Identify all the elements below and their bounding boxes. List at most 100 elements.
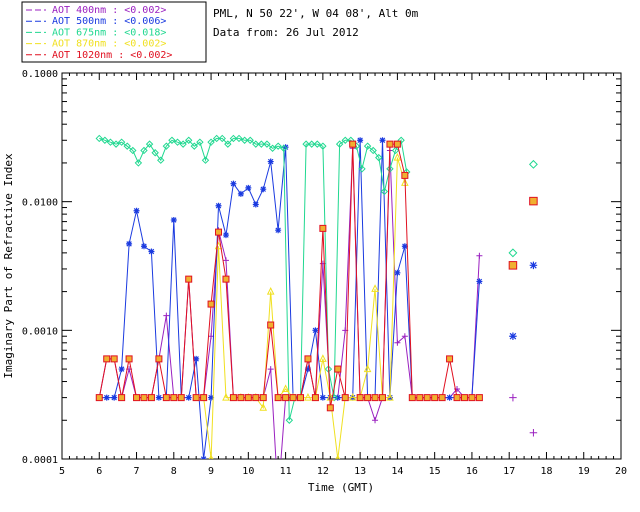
series-line — [99, 137, 408, 421]
diamond-marker — [508, 248, 518, 258]
square-marker — [326, 404, 334, 412]
diamond-marker — [212, 134, 221, 143]
square-marker — [334, 365, 342, 373]
diamond-marker — [375, 153, 383, 162]
triangle-marker — [281, 384, 290, 392]
square-marker — [147, 394, 155, 402]
x-tick-label: 5 — [59, 466, 65, 477]
asterisk-marker — [140, 243, 147, 250]
plus-marker — [529, 428, 538, 437]
square-marker — [282, 394, 290, 402]
square-marker — [237, 394, 245, 402]
diamond-marker — [168, 136, 176, 144]
asterisk-marker — [260, 186, 267, 193]
triangle-marker — [335, 454, 341, 459]
x-tick-label: 8 — [171, 466, 177, 477]
x-axis-label: Time (GMT) — [308, 481, 374, 494]
x-tick-label: 6 — [96, 466, 102, 477]
diamond-marker — [117, 138, 126, 146]
asterisk-marker — [118, 366, 125, 373]
triangle-marker — [363, 364, 372, 373]
square-marker — [364, 394, 372, 402]
diamond-marker — [528, 159, 538, 169]
diamond-marker — [196, 138, 204, 146]
asterisk-marker — [237, 190, 244, 197]
asterisk-marker — [304, 366, 311, 373]
asterisk-marker — [509, 332, 517, 340]
diamond-marker — [173, 138, 182, 146]
x-tick-label: 19 — [578, 466, 590, 477]
legend-label: AOT 500nm : <0.006> — [52, 16, 166, 27]
diamond-marker — [268, 144, 277, 152]
square-marker — [155, 355, 163, 363]
legend-label: AOT 1020nm : <0.002> — [52, 50, 172, 61]
plus-marker — [476, 252, 483, 259]
asterisk-marker — [476, 278, 483, 285]
asterisk-marker — [126, 240, 133, 247]
square-marker — [162, 394, 170, 402]
square-marker — [446, 355, 454, 363]
square-marker — [311, 394, 319, 402]
diamond-marker — [201, 156, 210, 164]
square-marker — [319, 224, 327, 232]
asterisk-marker — [222, 232, 229, 239]
diamond-marker — [319, 142, 327, 150]
diamond-marker — [207, 138, 215, 146]
diamond-marker — [263, 140, 271, 148]
asterisk-marker — [267, 158, 274, 165]
diamond-marker — [95, 134, 103, 143]
square-marker — [215, 228, 223, 236]
diamond-marker — [224, 140, 232, 148]
x-tick-label: 16 — [466, 466, 478, 477]
diamond-marker — [112, 140, 120, 148]
square-marker — [386, 140, 394, 148]
x-tick-label: 14 — [391, 466, 403, 477]
square-marker — [95, 394, 103, 402]
diamond-marker — [145, 140, 154, 148]
diamond-marker — [341, 136, 349, 144]
square-marker — [170, 394, 178, 402]
square-marker — [289, 394, 297, 402]
diamond-marker — [101, 136, 109, 144]
series-4 — [95, 140, 538, 412]
diamond-marker — [157, 156, 165, 164]
diamond-marker — [134, 159, 143, 167]
square-marker — [356, 394, 364, 402]
square-marker — [401, 171, 409, 179]
diamond-marker — [391, 146, 400, 155]
diamond-marker — [369, 146, 377, 155]
diamond-marker — [280, 144, 288, 152]
square-marker — [229, 394, 237, 402]
square-marker — [341, 394, 349, 402]
square-marker — [274, 394, 282, 402]
axes: 5 6 7 8 9 10 11 12 13 14 15 16 17 18 19 20 0.0001 0.0010 0… — [22, 69, 627, 477]
square-marker — [140, 394, 148, 402]
square-marker — [475, 394, 483, 402]
square-marker — [192, 394, 200, 402]
plot-frame — [61, 72, 622, 460]
diamond-marker — [106, 138, 115, 146]
square-marker — [304, 355, 312, 363]
square-marker — [416, 394, 424, 402]
x-tick-label: 13 — [354, 466, 366, 477]
diamond-marker — [235, 134, 243, 143]
asterisk-marker — [148, 248, 155, 255]
asterisk-marker — [208, 394, 215, 401]
series-line — [98, 143, 480, 408]
legend-label: AOT 675nm : <0.018> — [52, 27, 166, 38]
square-marker — [118, 394, 126, 402]
asterisk-marker — [252, 201, 259, 208]
square-marker — [349, 140, 357, 148]
x-tick-label: 17 — [503, 466, 515, 477]
square-marker — [393, 140, 401, 148]
square-marker — [371, 394, 379, 402]
asterisk-marker — [193, 355, 200, 362]
square-marker — [460, 394, 468, 402]
square-marker — [244, 394, 252, 402]
plus-marker — [163, 312, 170, 319]
triangle-marker — [208, 454, 214, 459]
plus-marker — [372, 417, 379, 424]
x-tick-label: 15 — [429, 466, 441, 477]
x-tick-label: 10 — [242, 466, 254, 477]
plus-marker — [275, 495, 281, 501]
